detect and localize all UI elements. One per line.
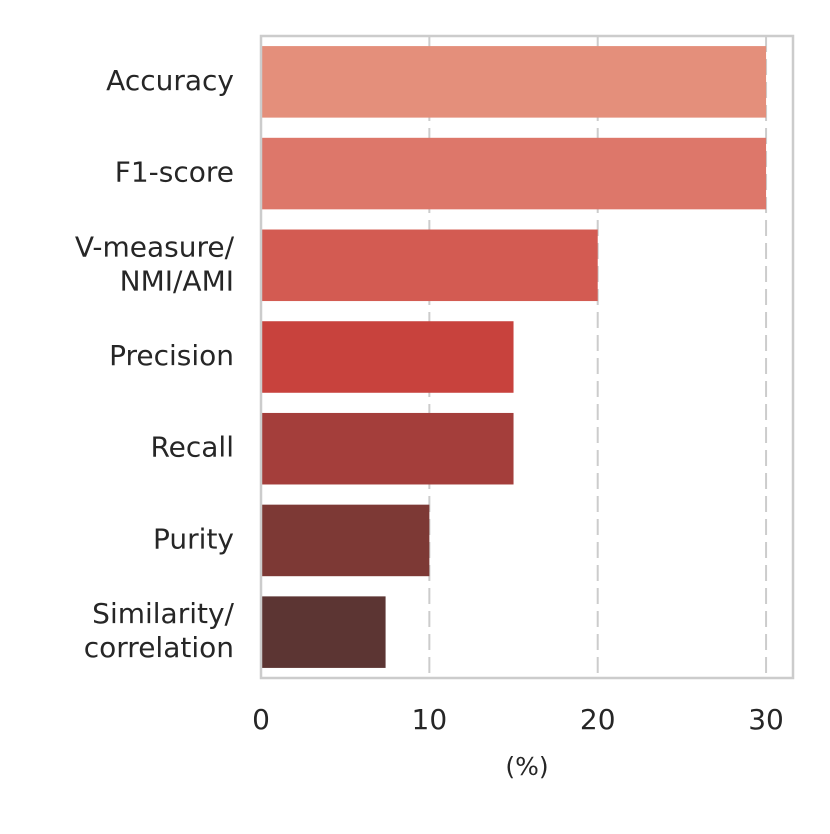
bar <box>261 412 514 485</box>
y-tick-label: Precision <box>109 339 234 372</box>
bar <box>261 321 514 393</box>
bar <box>261 46 767 118</box>
x-tick-label: 0 <box>252 703 270 736</box>
x-tick-label: 20 <box>580 703 616 736</box>
y-tick-label: F1-score <box>115 156 234 189</box>
bar <box>261 137 767 210</box>
bar <box>261 596 386 668</box>
x-tick-label: 10 <box>412 703 448 736</box>
y-tick-label: V-measure/NMI/AMI <box>75 230 235 297</box>
x-tick-label: 30 <box>748 703 784 736</box>
x-axis-label: (%) <box>505 752 548 781</box>
y-tick-label: Recall <box>150 431 234 464</box>
y-tick-label: Purity <box>153 522 234 555</box>
bar <box>261 504 430 577</box>
plot-frame <box>259 34 795 680</box>
bar <box>261 229 598 302</box>
y-tick-label: Similarity/correlation <box>84 597 235 664</box>
y-tick-label: Accuracy <box>106 64 234 97</box>
